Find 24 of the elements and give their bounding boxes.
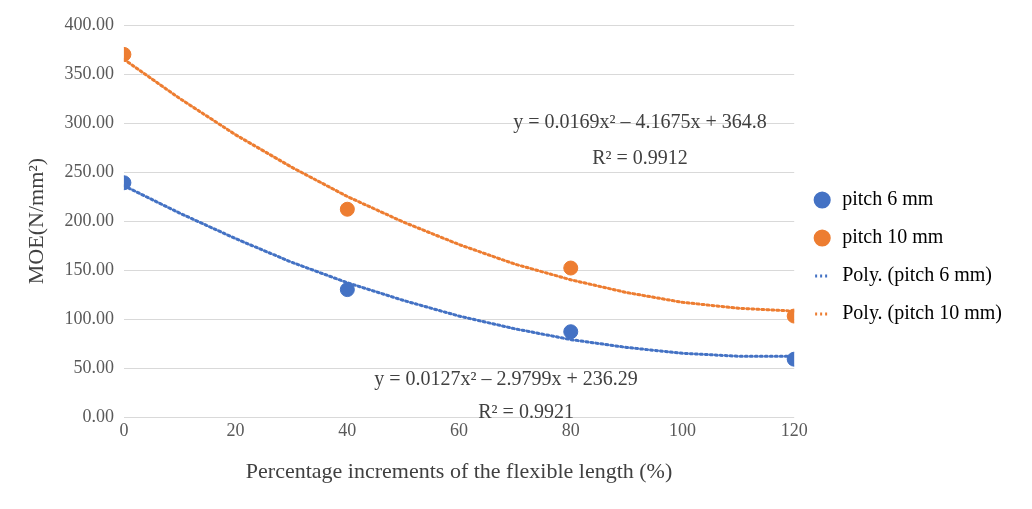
annotation: R² = 0.9912: [592, 145, 688, 168]
x-tick-label: 60: [450, 419, 469, 440]
legend-label: pitch 10 mm: [842, 225, 944, 249]
x-tick-label: 20: [226, 419, 245, 440]
y-tick-label: 250.00: [64, 160, 114, 181]
x-tick-label: 120: [780, 419, 808, 440]
y-tick-label: 150.00: [64, 258, 114, 279]
y-tick-label: 350.00: [64, 62, 114, 83]
y-axis-title: MOE(N/mm²): [22, 157, 48, 285]
x-tick-label: 100: [668, 419, 696, 440]
y-tick-label: 100.00: [64, 307, 114, 328]
annotation: y = 0.0169x² – 4.1675x + 364.8: [513, 110, 767, 134]
y-tick-label: 0.00: [82, 405, 114, 426]
x-tick-label: 0: [119, 419, 129, 440]
y-tick-label: 50.00: [73, 356, 114, 377]
y-tick-label: 300.00: [64, 111, 114, 132]
x-axis-title: Percentage increments of the flexible length (%): [245, 457, 673, 483]
y-tick-label: 400.00: [64, 13, 114, 34]
legend-label: Poly. (pitch 6 mm): [842, 263, 993, 287]
x-tick-label: 40: [338, 419, 357, 440]
y-tick-label: 200.00: [64, 209, 114, 230]
legend-label: pitch 6 mm: [842, 187, 934, 211]
legend-label: Poly. (pitch 10 mm): [842, 301, 1003, 325]
annotation: y = 0.0127x² – 2.9799x + 236.29: [374, 367, 638, 391]
